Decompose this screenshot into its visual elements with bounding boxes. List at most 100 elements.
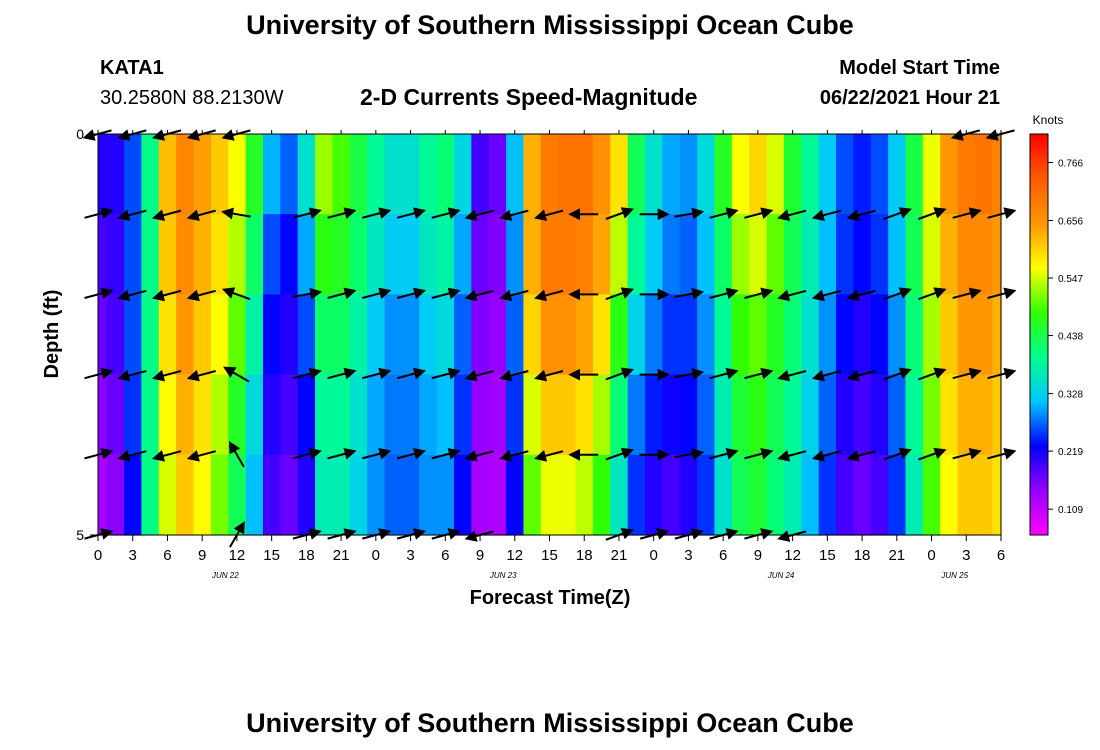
heatmap-cell bbox=[401, 294, 420, 376]
current-arrow bbox=[534, 289, 564, 302]
station-id: KATA1 bbox=[100, 57, 164, 79]
heatmap-cell bbox=[940, 134, 959, 215]
colorbar: Knots 0.766 0.656 0.547 0.438 0.328 0.219 0.10… bbox=[1029, 113, 1083, 536]
heatmap-cell bbox=[940, 454, 959, 536]
current-arrow bbox=[117, 450, 147, 462]
current-arrow bbox=[605, 207, 634, 220]
heatmap-cell bbox=[749, 454, 768, 536]
heatmap-cell bbox=[506, 214, 525, 295]
heatmap-cell bbox=[453, 454, 472, 536]
x-tick-label: 3 bbox=[406, 547, 414, 564]
colorbar-tick-label: 0.219 bbox=[1058, 447, 1083, 458]
current-arrow bbox=[431, 287, 461, 300]
heatmap-cell bbox=[888, 454, 907, 536]
x-axis-label: Forecast Time(Z) bbox=[470, 587, 631, 609]
heatmap-cell bbox=[176, 134, 195, 215]
heatmap-cell bbox=[158, 294, 177, 376]
current-arrow bbox=[221, 287, 251, 301]
current-arrow bbox=[605, 287, 634, 301]
heatmap-cell bbox=[98, 374, 108, 456]
heatmap-cell bbox=[870, 214, 889, 295]
x-tick-label: 0 bbox=[927, 547, 935, 564]
current-arrow bbox=[674, 207, 705, 220]
heatmap-cell bbox=[697, 134, 716, 215]
x-tick-label: 15 bbox=[263, 547, 280, 564]
heatmap-cell bbox=[488, 374, 507, 456]
heatmap-cell bbox=[297, 454, 316, 536]
heatmap-cell bbox=[523, 374, 542, 456]
heatmap-cell bbox=[974, 454, 993, 536]
heatmap-cell bbox=[332, 294, 351, 376]
heatmap-cell bbox=[731, 294, 750, 376]
heatmap-cell bbox=[922, 374, 941, 456]
heatmap-cell bbox=[280, 134, 299, 215]
heatmap-cell bbox=[818, 294, 837, 376]
heatmap-cell bbox=[783, 214, 802, 295]
heatmap-cell bbox=[853, 454, 872, 536]
current-arrow bbox=[292, 447, 322, 460]
heatmap-cell bbox=[176, 454, 195, 536]
heatmap-cell bbox=[610, 214, 629, 295]
current-arrow bbox=[327, 367, 357, 380]
heatmap-cell bbox=[488, 454, 507, 536]
heatmap-cell bbox=[888, 294, 907, 376]
heatmap-cell bbox=[141, 134, 160, 215]
heatmap-cell bbox=[645, 374, 663, 456]
heatmap-cell bbox=[419, 374, 438, 456]
current-arrow bbox=[396, 287, 427, 300]
current-arrow bbox=[464, 209, 494, 222]
heatmap-cell bbox=[592, 134, 611, 215]
heatmap-cell bbox=[280, 294, 299, 376]
heatmap-cell bbox=[124, 454, 143, 536]
heatmap-cell bbox=[210, 214, 229, 295]
current-arrow bbox=[431, 367, 461, 380]
current-arrow bbox=[431, 207, 461, 219]
heatmap-cell bbox=[280, 214, 299, 295]
date-label: JUN 23 bbox=[489, 571, 517, 580]
heatmap-cell bbox=[974, 294, 993, 376]
current-arrow bbox=[918, 287, 947, 301]
heatmap-cell bbox=[471, 294, 490, 376]
current-arrow bbox=[744, 287, 774, 300]
current-arrow bbox=[744, 367, 774, 380]
heatmap-cell bbox=[714, 294, 733, 376]
heatmap-cell bbox=[176, 374, 195, 456]
heatmap-cell bbox=[731, 134, 750, 215]
heatmap-cell bbox=[332, 134, 351, 215]
heatmap-cell bbox=[575, 454, 594, 536]
page-title: University of Southern Mississippi Ocean… bbox=[246, 10, 854, 40]
current-arrow bbox=[777, 369, 807, 382]
heatmap-cell bbox=[436, 134, 455, 215]
x-tick-label: 21 bbox=[888, 547, 905, 564]
colorbar-label: Knots bbox=[1033, 113, 1064, 127]
heatmap-cell bbox=[992, 214, 1002, 295]
heatmap-cell bbox=[158, 374, 177, 456]
heatmap-cell bbox=[714, 214, 733, 295]
current-arrow bbox=[883, 207, 912, 220]
current-arrow bbox=[952, 447, 982, 460]
heatmap-cell bbox=[367, 214, 386, 295]
heatmap-cell bbox=[974, 214, 993, 295]
heatmap-cell bbox=[974, 134, 993, 215]
current-arrow bbox=[918, 367, 947, 381]
heatmap-cell bbox=[506, 134, 525, 215]
heatmap-cell bbox=[262, 294, 281, 376]
heatmap-cell bbox=[401, 134, 420, 215]
x-tick-label: 15 bbox=[819, 547, 836, 564]
heatmap-cell bbox=[922, 294, 941, 376]
current-arrow bbox=[709, 207, 739, 219]
heatmap-cell bbox=[124, 374, 143, 456]
current-arrow bbox=[464, 369, 494, 382]
heatmap-cell bbox=[783, 374, 802, 456]
heatmap-cell bbox=[974, 374, 993, 456]
heatmap-cell bbox=[436, 454, 455, 536]
date-label: JUN 24 bbox=[767, 571, 795, 580]
heatmap-cell bbox=[905, 454, 924, 536]
model-start-label: Model Start Time bbox=[839, 57, 1000, 79]
colorbar-tick-label: 0.328 bbox=[1058, 390, 1083, 401]
heatmap-cell bbox=[245, 374, 264, 456]
heatmap-cell bbox=[558, 374, 577, 456]
colorbar-scale bbox=[1029, 133, 1049, 536]
heatmap-cell bbox=[922, 454, 941, 536]
heatmap-cell bbox=[401, 214, 420, 295]
